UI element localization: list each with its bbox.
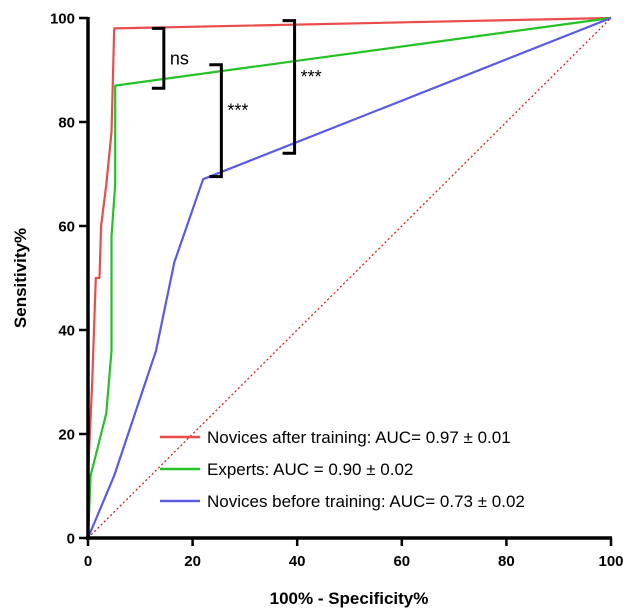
significance-bracket bbox=[151, 26, 166, 90]
x-axis-title: 100% - Specificity% bbox=[270, 589, 429, 608]
series-line-3 bbox=[86, 16, 612, 539]
x-tick-label: 60 bbox=[393, 553, 410, 570]
significance-label: ns bbox=[170, 48, 189, 68]
y-tick-label: 40 bbox=[58, 323, 75, 340]
x-tick-label: 40 bbox=[289, 553, 306, 570]
legend-label: Experts: AUC = 0.90 ± 0.02 bbox=[207, 460, 413, 479]
y-tick-label: 100 bbox=[50, 11, 75, 28]
series-line-1 bbox=[86, 16, 612, 538]
significance-bracket bbox=[209, 63, 223, 179]
x-tick-label: 100 bbox=[598, 553, 623, 570]
legend-label: Novices after training: AUC= 0.97 ± 0.01 bbox=[207, 428, 511, 447]
y-axis-title: Sensitivity% bbox=[11, 228, 30, 328]
significance-bracket bbox=[282, 19, 297, 155]
series-line-2 bbox=[86, 16, 612, 539]
annotations-layer: ns *** *** bbox=[151, 19, 322, 179]
y-tick-label: 0 bbox=[67, 531, 75, 548]
y-tick-label: 60 bbox=[58, 219, 75, 236]
axes-layer bbox=[79, 16, 613, 546]
series-layer bbox=[86, 16, 612, 539]
x-tick-label: 20 bbox=[184, 553, 201, 570]
significance-label: *** bbox=[301, 67, 322, 87]
y-tick-label: 80 bbox=[58, 115, 75, 132]
x-tick-label: 0 bbox=[84, 553, 92, 570]
significance-label: *** bbox=[227, 101, 248, 121]
legend: Novices after training: AUC= 0.97 ± 0.01… bbox=[160, 428, 525, 511]
y-tick-label: 20 bbox=[58, 427, 75, 444]
reference-diagonal-line bbox=[87, 17, 612, 539]
ticks-layer: 0 20 40 60 80 100 0 20 40 60 80 100 bbox=[50, 11, 624, 571]
x-tick-label: 80 bbox=[498, 553, 515, 570]
legend-label: Novices before training: AUC= 0.73 ± 0.0… bbox=[207, 492, 525, 511]
